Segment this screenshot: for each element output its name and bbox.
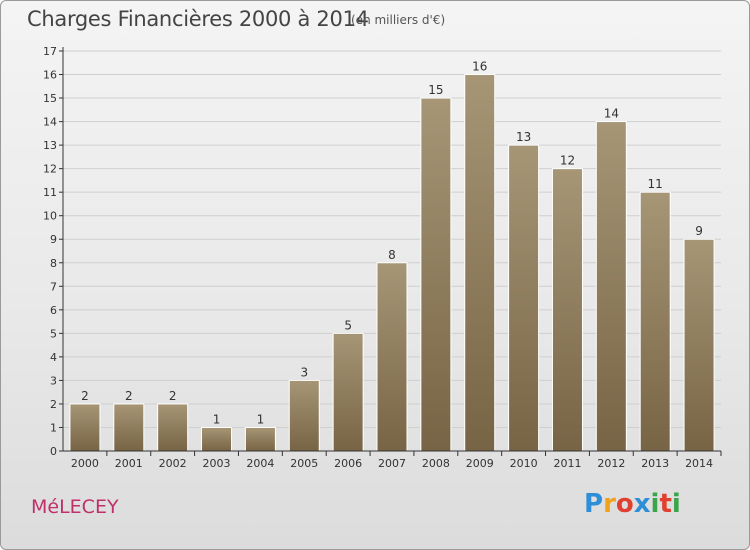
bar-2012 <box>595 121 627 452</box>
y-tick-label: 3 <box>50 374 57 387</box>
bar-value-label: 11 <box>648 177 663 191</box>
bar-value-label: 5 <box>344 318 352 332</box>
logo-letter: i <box>671 489 681 519</box>
y-tick-label: 4 <box>50 351 57 364</box>
bar-2007 <box>376 262 408 452</box>
y-tick-label: 11 <box>43 186 57 199</box>
y-tick-label: 15 <box>43 92 57 105</box>
logo-letter: t <box>659 489 672 519</box>
bar-value-label: 13 <box>516 130 531 144</box>
bar-2003 <box>201 426 233 452</box>
bar-value-label: 15 <box>428 83 443 97</box>
y-tick-label: 12 <box>43 163 57 176</box>
logo-letter: P <box>584 489 604 519</box>
x-tick-label: 2007 <box>378 457 406 470</box>
y-tick-label: 10 <box>43 210 57 223</box>
bar-value-label: 2 <box>125 389 133 403</box>
bar-value-label: 14 <box>604 107 619 121</box>
x-tick-label: 2002 <box>159 457 187 470</box>
bar-2001 <box>113 403 145 452</box>
x-tick-label: 2006 <box>334 457 362 470</box>
y-tick-label: 14 <box>43 116 57 129</box>
y-tick-label: 7 <box>50 280 57 293</box>
logo-letter: o <box>615 489 634 519</box>
bar-value-label: 16 <box>472 60 487 74</box>
bar-2013 <box>639 191 671 452</box>
y-tick-label: 17 <box>43 45 57 58</box>
y-tick-label: 13 <box>43 139 57 152</box>
bar-2002 <box>157 403 189 452</box>
x-tick-label: 2014 <box>685 457 713 470</box>
logo-letter: r <box>603 489 616 519</box>
bar-2000 <box>69 403 101 452</box>
y-tick-label: 0 <box>50 445 57 458</box>
x-tick-label: 2004 <box>246 457 274 470</box>
bar-2006 <box>332 332 364 452</box>
labels: 0123456789101112131415161722000220012200… <box>43 45 713 470</box>
x-tick-label: 2001 <box>115 457 143 470</box>
bar-2005 <box>288 379 320 452</box>
bar-2009 <box>464 74 496 452</box>
x-tick-label: 2000 <box>71 457 99 470</box>
y-tick-label: 16 <box>43 69 57 82</box>
bar-value-label: 1 <box>213 412 221 426</box>
x-tick-label: 2005 <box>290 457 318 470</box>
bar-2014 <box>683 238 715 452</box>
logo-letter: i <box>650 489 660 519</box>
bar-2008 <box>420 97 452 452</box>
chart-subtitle: (en milliers d'€) <box>351 13 446 27</box>
bar-value-label: 12 <box>560 154 575 168</box>
bar-2011 <box>551 168 583 452</box>
bar-value-label: 1 <box>257 412 265 426</box>
bar-value-label: 8 <box>388 248 396 262</box>
y-tick-label: 6 <box>50 304 57 317</box>
bar-2004 <box>244 426 276 452</box>
x-tick-label: 2011 <box>553 457 581 470</box>
y-tick-label: 5 <box>50 327 57 340</box>
y-tick-label: 2 <box>50 398 57 411</box>
bar-2010 <box>508 144 540 452</box>
bar-value-label: 2 <box>81 389 89 403</box>
y-tick-label: 9 <box>50 233 57 246</box>
axes <box>59 47 722 456</box>
bar-value-label: 2 <box>169 389 177 403</box>
bar-value-label: 3 <box>300 365 308 379</box>
logo-letter: x <box>633 489 651 519</box>
x-tick-label: 2008 <box>422 457 450 470</box>
x-tick-label: 2003 <box>203 457 231 470</box>
proxiti-logo: Proxiti <box>584 489 681 519</box>
y-tick-label: 8 <box>50 257 57 270</box>
chart-title: Charges Financières 2000 à 2014 <box>27 7 369 31</box>
commune-name: MéLECEY <box>31 496 119 518</box>
x-tick-label: 2013 <box>641 457 669 470</box>
bar-value-label: 9 <box>695 224 703 238</box>
x-tick-label: 2010 <box>510 457 538 470</box>
y-tick-label: 1 <box>50 421 57 434</box>
bars <box>69 74 715 452</box>
x-tick-label: 2012 <box>597 457 625 470</box>
x-tick-label: 2009 <box>466 457 494 470</box>
